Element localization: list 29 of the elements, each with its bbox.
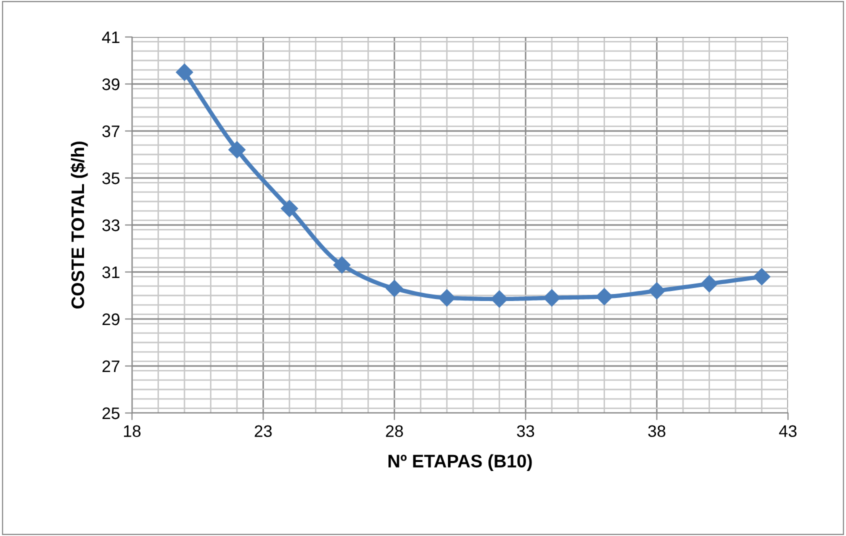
y-tick-label: 35	[102, 172, 120, 184]
x-tick-label: 33	[516, 425, 534, 438]
y-tick-label: 27	[102, 360, 120, 372]
point	[490, 290, 508, 308]
point	[543, 289, 560, 306]
point	[228, 141, 246, 158]
point	[596, 288, 613, 306]
point	[386, 280, 403, 297]
x-tick-label: 18	[124, 425, 141, 438]
x-tick-label: 38	[648, 425, 666, 438]
x-tick-label: 28	[386, 425, 403, 438]
y-tick-label: 37	[102, 125, 120, 138]
y-axis-title: COSTE TOTAL ($/h)	[70, 142, 88, 309]
point	[280, 200, 298, 218]
y-tick-label: 33	[102, 219, 120, 232]
x-axis-title: Nº ETAPAS (B10)	[388, 454, 532, 472]
point	[438, 289, 456, 306]
y-tick-label: 31	[102, 266, 120, 278]
point	[176, 64, 194, 81]
y-tick-label: 29	[102, 313, 120, 326]
point	[700, 275, 718, 292]
point	[753, 268, 770, 286]
point	[333, 256, 350, 274]
y-tick-label: 39	[102, 78, 120, 90]
x-tick-label: 23	[254, 425, 272, 438]
y-tick-label: 41	[102, 32, 120, 44]
y-tick-label: 25	[102, 407, 120, 420]
point	[648, 282, 666, 300]
x-tick-label: 43	[779, 425, 797, 438]
